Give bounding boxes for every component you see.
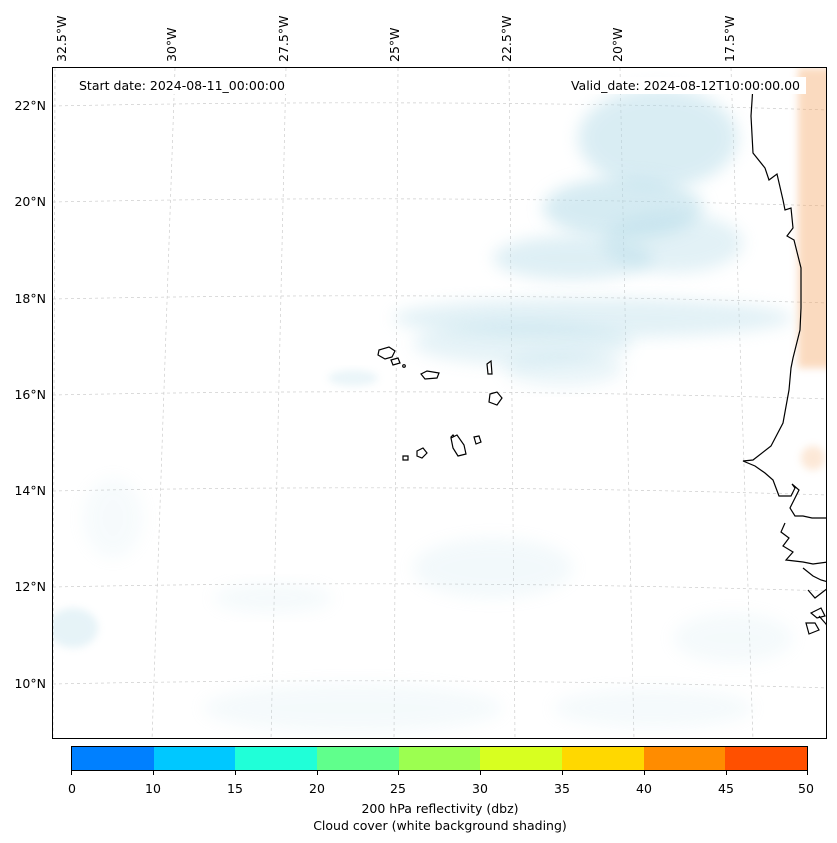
reflectivity-colorbar [71,746,808,771]
colorbar-tick-label: 45 [718,781,734,796]
island-fogo [416,447,428,459]
colorbar-tick [398,771,399,775]
colorbar-tick [480,771,481,775]
colorbar-segment [317,747,399,770]
colorbar-segment [235,747,318,770]
reflectivity-shading [798,68,826,470]
island-sao-nicolau [420,370,440,380]
colorbar-tick [726,771,727,775]
colorbar-tick [807,771,808,775]
lon-label-25w: 25°W [387,27,402,62]
colorbar-title: 200 hPa reflectivity (dbz) [361,801,519,816]
colorbar-tick-label: 25 [390,781,406,796]
colorbar-tick-label: 35 [554,781,570,796]
island-maio [473,435,482,445]
colorbar-tick-label: 15 [227,781,243,796]
colorbar-tick-label: 40 [636,781,652,796]
colorbar-tick-label: 20 [309,781,325,796]
colorbar-tick [562,771,563,775]
lon-label-27-5w: 27.5°W [276,15,291,62]
lon-label-32-5w: 32.5°W [54,15,69,62]
cloud-cover-shading [53,88,793,733]
colorbar-tick [235,771,236,775]
lon-label-30w: 30°W [164,27,179,62]
colorbar-segment [725,747,808,770]
colorbar-segment [643,747,726,770]
colorbar-tick [644,771,645,775]
colorbar-segment [480,747,563,770]
colorbar-tick-label: 10 [145,781,161,796]
lon-label-22-5w: 22.5°W [499,15,514,62]
island-santiago [450,434,467,457]
map-canvas [53,68,826,738]
island-santo-antao [377,346,396,360]
coastline [742,85,826,635]
colorbar-segment [153,747,236,770]
lon-label-20w: 20°W [610,27,625,62]
island-sao-vicente [390,357,401,366]
colorbar-tick [317,771,318,775]
colorbar-tick [71,771,72,775]
lat-label-18n: 18°N [14,291,46,306]
colorbar-segment [72,747,154,770]
lat-label-20n: 20°N [14,194,46,209]
colorbar-subtitle: Cloud cover (white background shading) [313,818,567,833]
lat-label-10n: 10°N [14,676,46,691]
lat-label-14n: 14°N [14,483,46,498]
lat-label-22n: 22°N [14,98,46,113]
colorbar-segment [562,747,644,770]
colorbar-segment [398,747,481,770]
lon-label-17-5w: 17.5°W [722,15,737,62]
colorbar-tick-label: 0 [68,781,76,796]
lat-label-12n: 12°N [14,579,46,594]
island-santa-luzia [402,364,406,368]
colorbar-tick [153,771,154,775]
lat-label-16n: 16°N [14,387,46,402]
colorbar-tick-label: 50 [798,781,814,796]
cape-verde-islands [377,346,503,461]
island-boa-vista [488,391,503,406]
start-date-label: Start date: 2024-08-11_00:00:00 [73,77,291,94]
valid-date-label: Valid_date: 2024-08-12T10:00:00.00 [564,77,806,94]
map-panel: Start date: 2024-08-11_00:00:00 Valid_da… [52,67,827,739]
island-brava-west [402,455,409,461]
colorbar-tick-label: 30 [472,781,488,796]
island-sal [486,359,493,375]
